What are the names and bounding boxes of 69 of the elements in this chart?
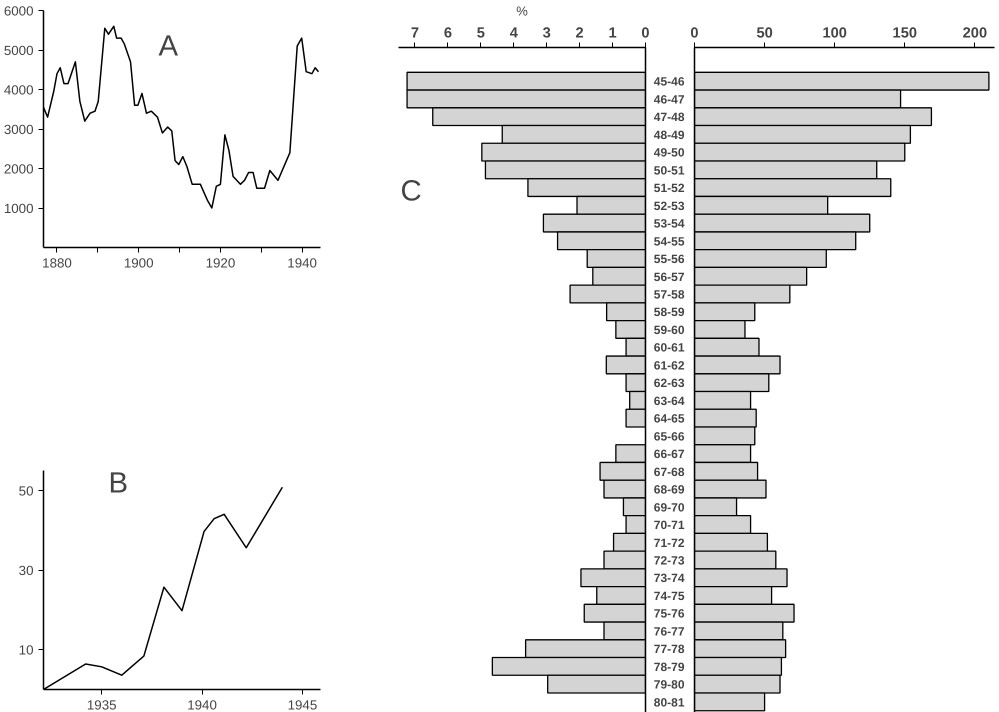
y-tick-label: 71-72 — [654, 536, 685, 550]
y-tick-label: 56-57 — [654, 270, 685, 284]
y-tick-label: 4000 — [4, 82, 34, 98]
y-tick-label: 80-81 — [654, 695, 685, 710]
y-tick-label: 46-47 — [654, 92, 685, 106]
y-tick-label: 55-56 — [654, 252, 685, 266]
x-tick-label: 100 — [822, 26, 847, 42]
y-tick-label: 61-62 — [654, 358, 685, 372]
y-tick-label: 60-61 — [654, 340, 685, 355]
y-tick-label: 53-54 — [654, 216, 685, 231]
y-tick-label: 58-59 — [654, 305, 685, 320]
x-tick-label: 1940 — [287, 256, 317, 270]
y-tick-label: 63-64 — [654, 394, 685, 408]
x-tick-label: 150 — [892, 26, 918, 42]
x-tick-label: 1920 — [206, 256, 236, 270]
y-tick-label: 3000 — [4, 122, 34, 137]
y-tick-label: 59-60 — [654, 322, 685, 337]
y-tick-label: 30 — [18, 563, 34, 578]
x-tick-label: 0 — [690, 26, 699, 42]
y-tick-label: 49-50 — [654, 146, 685, 160]
y-tick-label: 47-48 — [654, 110, 685, 124]
x-tick-label: 4 — [510, 26, 519, 42]
y-tick-label: 67-68 — [654, 464, 685, 479]
y-tick-label: 51-52 — [654, 181, 685, 196]
x-tick-label: 1940 — [187, 698, 217, 712]
x-tick-label: 0 — [641, 26, 650, 42]
y-tick-label: 75-76 — [654, 606, 685, 621]
x-tick-label: 7 — [410, 26, 420, 42]
y-tick-label: 74-75 — [654, 588, 685, 603]
y-tick-label: 70-71 — [654, 518, 685, 532]
x-tick-label: 50 — [756, 26, 773, 42]
x-tick-label: 1945 — [288, 698, 318, 712]
x-tick-label: 1 — [608, 26, 617, 42]
y-tick-label: 48-49 — [654, 128, 685, 142]
x-tick-label: 1935 — [86, 698, 117, 712]
y-tick-label: 76-77 — [654, 624, 685, 638]
y-tick-label: 10 — [18, 642, 34, 658]
chart-title: B — [108, 466, 128, 500]
y-tick-label: 62-63 — [654, 376, 685, 390]
y-tick-label: 73-74 — [654, 571, 685, 586]
x-tick-label: 5 — [476, 26, 485, 42]
x-tick-label: 1880 — [42, 256, 72, 270]
y-tick-label: 54-55 — [654, 234, 685, 248]
y-tick-label: 50-51 — [654, 163, 685, 178]
y-tick-label: 64-65 — [654, 412, 685, 426]
y-tick-label: 65-66 — [654, 429, 685, 444]
x-tick-label: 6 — [444, 26, 452, 42]
x-axis-title: % — [516, 4, 528, 18]
y-tick-label: 45-46 — [654, 74, 685, 89]
y-tick-label: 69-70 — [654, 500, 685, 514]
text: C — [400, 174, 422, 208]
y-tick-label: 72-73 — [654, 553, 685, 568]
y-tick-label: 50 — [18, 483, 34, 498]
y-tick-label: 6000 — [4, 4, 34, 18]
x-tick-label: 3 — [542, 26, 551, 42]
y-tick-label: 77-78 — [654, 642, 685, 656]
x-tick-label: 2 — [576, 26, 584, 42]
x-tick-label: 200 — [962, 26, 988, 42]
y-tick-label: 66-67 — [654, 447, 685, 462]
y-tick-label: 79-80 — [654, 678, 685, 692]
y-tick-label: 68-69 — [654, 482, 685, 497]
y-tick-label: 52-53 — [654, 198, 685, 213]
y-tick-label: 1000 — [4, 201, 34, 216]
y-tick-label: 57-58 — [654, 287, 685, 302]
x-tick-label: 1900 — [124, 256, 154, 270]
y-tick-label: 78-79 — [654, 660, 685, 674]
y-tick-label: 5000 — [4, 43, 34, 58]
y-tick-label: 2000 — [4, 162, 34, 176]
text: A — [158, 30, 178, 62]
